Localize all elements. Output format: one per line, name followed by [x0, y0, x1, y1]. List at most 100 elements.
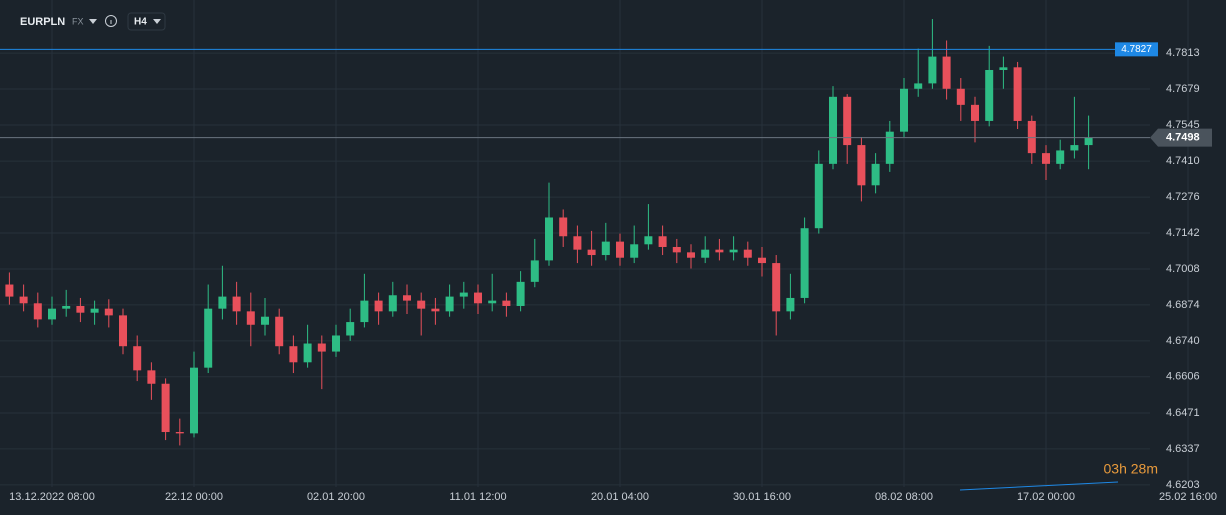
- timeframe-arrow[interactable]: [153, 19, 161, 24]
- countdown: 03h 28m: [1104, 461, 1158, 477]
- y-tick-label: 4.7679: [1166, 83, 1200, 95]
- candle-body: [573, 236, 582, 250]
- x-tick-label: 08.02 08:00: [875, 491, 933, 503]
- candle-body: [630, 244, 639, 258]
- price-label: 4.7498: [1166, 131, 1200, 143]
- candle-body: [303, 343, 312, 363]
- y-tick-label: 4.6606: [1166, 371, 1200, 383]
- candle-body: [885, 131, 894, 164]
- x-tick-label: 20.01 04:00: [591, 491, 649, 503]
- candle-body: [104, 308, 113, 316]
- candle-body: [587, 249, 596, 256]
- y-tick-label: 4.6874: [1166, 299, 1200, 311]
- candle-body: [246, 311, 255, 325]
- candle-body: [62, 305, 71, 309]
- candle-body: [332, 335, 340, 352]
- candle-body: [488, 300, 497, 304]
- timeframe[interactable]: H4: [134, 17, 147, 28]
- candle-body: [829, 96, 837, 164]
- candle-body: [701, 249, 710, 258]
- candle-body: [687, 252, 695, 258]
- candle-body: [346, 322, 355, 336]
- candle-body: [786, 297, 795, 312]
- timeframe-box[interactable]: [127, 12, 166, 31]
- candle-body: [119, 315, 127, 347]
- candle-body: [900, 88, 908, 132]
- candle-body: [48, 308, 56, 320]
- market: FX: [72, 16, 84, 26]
- candle-body: [772, 263, 781, 312]
- candle-body: [175, 432, 184, 434]
- candle-body: [360, 300, 369, 323]
- y-tick-label: 4.6471: [1166, 407, 1200, 419]
- candle-body: [928, 56, 937, 84]
- candle-body: [289, 346, 298, 363]
- candle-body: [1013, 67, 1022, 121]
- candle-body: [672, 246, 681, 253]
- candle-body: [161, 383, 170, 433]
- candle-body: [403, 295, 411, 301]
- y-tick-label: 4.6740: [1166, 335, 1200, 347]
- candle-body: [942, 56, 951, 89]
- y-tick-label: 4.7410: [1166, 155, 1200, 167]
- candle-body: [474, 292, 482, 304]
- x-tick-label: 13.12.2022 08:00: [9, 491, 95, 503]
- y-tick-label: 4.7813: [1166, 47, 1200, 59]
- candle-body: [601, 241, 610, 256]
- candle-body: [76, 305, 85, 313]
- y-tick-label: 4.7008: [1166, 263, 1200, 275]
- candle-body: [1070, 145, 1079, 151]
- candle-body: [33, 303, 42, 320]
- candle-body: [971, 104, 979, 121]
- x-tick-label: 30.01 16:00: [733, 491, 791, 503]
- candle-body: [204, 308, 213, 368]
- y-tick-label: 4.7545: [1166, 119, 1200, 131]
- candle-body: [644, 236, 653, 245]
- candle-body: [545, 217, 553, 261]
- candle-body: [814, 163, 823, 229]
- candle-body: [999, 67, 1008, 70]
- candle-body: [261, 316, 269, 325]
- candle-body: [147, 370, 156, 384]
- candle-body: [616, 241, 624, 258]
- candle-body: [19, 296, 28, 304]
- candle-body: [133, 346, 142, 371]
- candle-body: [5, 284, 14, 297]
- y-tick-label: 4.7276: [1166, 191, 1200, 203]
- candle-body: [218, 296, 227, 309]
- symbol[interactable]: EURPLN: [20, 16, 65, 28]
- candle-body: [232, 296, 241, 312]
- info-icon[interactable]: [105, 15, 117, 27]
- candle-body: [459, 292, 468, 297]
- candle-body: [871, 163, 880, 186]
- price-tag: [1150, 128, 1212, 147]
- candle-body: [388, 295, 397, 312]
- x-tick-label: 11.01 12:00: [449, 491, 506, 503]
- candle-body: [743, 249, 752, 258]
- candle-body: [914, 83, 923, 89]
- candle-body: [559, 217, 568, 237]
- candle-body: [956, 88, 965, 105]
- x-tick-label: 02.01 20:00: [307, 491, 365, 503]
- candle-body: [516, 281, 525, 306]
- y-tick-label: 4.6337: [1166, 443, 1200, 455]
- candles: [5, 19, 1093, 446]
- candle-body: [800, 228, 809, 298]
- candle-body: [417, 300, 426, 309]
- alert-label: 4.7827: [1121, 44, 1152, 55]
- candle-body: [445, 296, 454, 312]
- overlays: 4.6203 4.6337 4.6471 4.6606 4.6740 4.6874 4.70…: [0, 42, 1217, 503]
- x-tick-label: 22.12 00:00: [165, 491, 223, 503]
- x-tick-label: 25.02 16:00: [1159, 491, 1217, 503]
- dropdown-arrow[interactable]: [89, 19, 97, 24]
- candle-body: [502, 300, 511, 306]
- candle-body: [1084, 137, 1093, 146]
- candle-body: [374, 300, 383, 312]
- candle-body: [715, 249, 724, 253]
- candle-body: [530, 260, 539, 282]
- candle-body: [1027, 120, 1036, 154]
- candle-body: [843, 96, 852, 146]
- candle-body: [190, 367, 198, 434]
- candle-body: [90, 308, 99, 313]
